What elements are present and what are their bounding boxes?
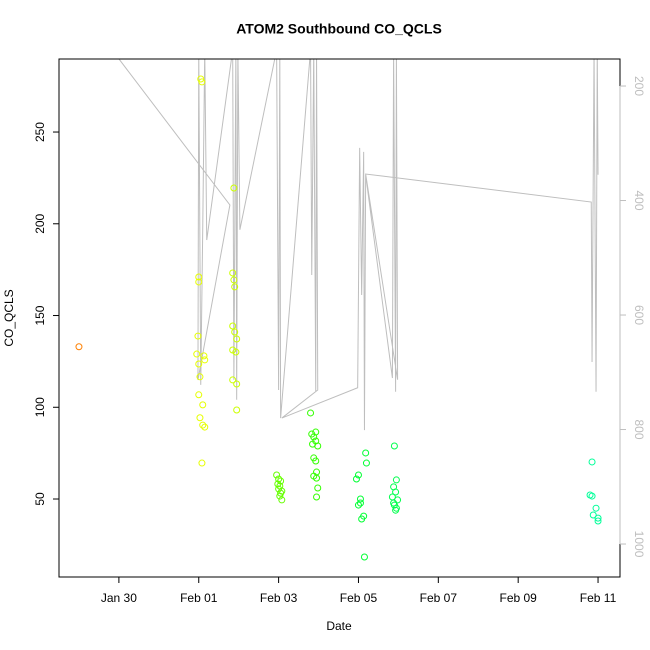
y-tick-label: 250 — [33, 122, 47, 142]
data-point — [392, 488, 400, 496]
data-point — [354, 501, 362, 509]
point-layer — [75, 75, 602, 561]
chart-title: ATOM2 Southbound CO_QCLS — [236, 21, 442, 37]
line-layer — [118, 59, 599, 431]
data-point — [589, 511, 597, 519]
data-point — [594, 517, 602, 525]
data-point — [314, 484, 322, 492]
y-axis-label: CO_QCLS — [2, 289, 16, 346]
data-point — [392, 506, 400, 514]
data-point — [312, 457, 320, 465]
data-point — [231, 283, 239, 291]
data-point — [193, 350, 201, 358]
data-point — [313, 493, 321, 501]
data-point — [199, 421, 207, 429]
data-point — [232, 348, 240, 356]
data-point — [196, 414, 204, 422]
data-point — [229, 376, 237, 384]
data-point — [362, 449, 370, 457]
data-point — [195, 391, 203, 399]
data-point — [358, 515, 366, 523]
data-point — [594, 514, 602, 522]
pressure-line — [118, 59, 599, 431]
y2-tick-label: 1000 — [632, 531, 646, 558]
data-point — [274, 480, 282, 488]
data-point — [195, 360, 203, 368]
data-point — [199, 401, 207, 409]
data-point — [278, 496, 286, 504]
data-point — [392, 476, 400, 484]
data-point — [276, 492, 284, 500]
x-tick-label: Feb 09 — [500, 591, 538, 605]
data-point — [592, 504, 600, 512]
x-tick-label: Feb 05 — [340, 591, 378, 605]
data-point — [356, 495, 364, 503]
data-point — [352, 475, 360, 483]
plot-frame — [58, 58, 621, 578]
data-point — [229, 269, 237, 277]
data-point — [201, 423, 209, 431]
data-point — [229, 322, 237, 330]
data-point — [201, 356, 209, 364]
data-point — [307, 409, 315, 417]
x-axis-label: Date — [326, 619, 352, 633]
data-point — [273, 471, 281, 479]
y-tick-label: 200 — [33, 213, 47, 233]
data-point — [196, 373, 204, 381]
y2-tick-label: 400 — [632, 191, 646, 211]
data-point — [277, 489, 285, 497]
data-point — [233, 380, 241, 388]
data-point — [275, 475, 283, 483]
data-point — [356, 499, 364, 507]
data-point — [313, 474, 321, 482]
data-point — [314, 442, 322, 450]
x-tick-label: Feb 03 — [260, 591, 298, 605]
data-point — [233, 406, 241, 414]
data-point — [390, 442, 398, 450]
data-point — [198, 78, 206, 86]
data-point — [198, 459, 206, 467]
data-point — [360, 553, 368, 561]
y-tick-label: 50 — [33, 492, 47, 506]
data-point — [200, 352, 208, 360]
data-point — [588, 458, 596, 466]
data-point — [195, 273, 203, 281]
data-point — [233, 335, 241, 343]
y2-tick-label: 600 — [632, 305, 646, 325]
data-point — [354, 471, 362, 479]
data-point — [231, 328, 239, 336]
data-point — [390, 499, 398, 507]
data-point — [195, 278, 203, 286]
x-tick-label: Feb 07 — [420, 591, 458, 605]
data-point — [588, 492, 596, 500]
data-point — [310, 433, 318, 441]
x-tick-label: Jan 30 — [101, 591, 137, 605]
data-point — [194, 332, 202, 340]
data-point — [362, 459, 370, 467]
data-point — [230, 276, 238, 284]
x-tick-label: Feb 11 — [580, 591, 617, 605]
data-point — [75, 343, 83, 351]
y2-tick-label: 200 — [632, 76, 646, 96]
y2-tick-label: 800 — [632, 420, 646, 440]
y-tick-label: 100 — [33, 397, 47, 417]
x-tick-label: Feb 01 — [180, 591, 218, 605]
y-tick-label: 150 — [33, 305, 47, 325]
data-point — [230, 184, 238, 192]
